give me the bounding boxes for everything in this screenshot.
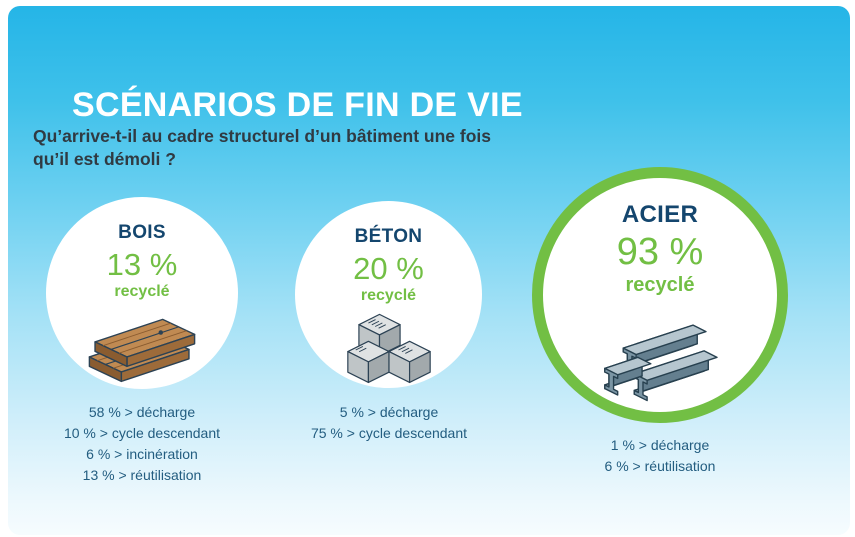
steel-beams-icon (604, 324, 718, 402)
material-recycled-label-bois: recyclé (114, 283, 170, 300)
stat-line: 10 % > cycle descendant (63, 425, 221, 441)
stat-line: 6 % > incinération (86, 446, 198, 462)
stat-line: 1 % > décharge (610, 437, 710, 453)
material-name-beton: BÉTON (354, 226, 423, 247)
material-recycled-label-acier: recyclé (625, 274, 695, 296)
material-percent-bois: 13 % (106, 247, 178, 282)
material-circle-acier: ACIER 93 % recyclé (532, 167, 788, 423)
stat-line: 58 % > décharge (88, 404, 196, 420)
material-circle-beton: BÉTON 20 % recyclé (295, 201, 482, 388)
material-recycled-label-beton: recyclé (360, 287, 417, 304)
stat-line: 13 % > réutilisation (82, 467, 202, 483)
material-name-acier: ACIER (621, 201, 699, 228)
material-circle-bois: BOIS 13 % recyclé (46, 197, 238, 389)
material-percent-beton: 20 % (353, 251, 424, 286)
stat-line: 75 % > cycle descendant (310, 425, 468, 441)
material-percent-acier: 93 % (616, 231, 704, 273)
page-title: SCÉNARIOS DE FIN DE VIE (72, 86, 523, 124)
stat-line: 6 % > réutilisation (604, 458, 716, 474)
stats-bois: 58 % > décharge 10 % > cycle descendant … (42, 402, 242, 486)
wood-planks-icon (88, 318, 196, 383)
stats-beton: 5 % > décharge 75 % > cycle descendant (289, 402, 489, 444)
concrete-blocks-icon (346, 313, 431, 384)
page-subtitle: Qu’arrive-t-il au cadre structurel d’un … (33, 126, 491, 169)
material-name-bois: BOIS (118, 222, 166, 243)
stats-acier: 1 % > décharge 6 % > réutilisation (560, 435, 760, 477)
stat-line: 5 % > décharge (339, 404, 439, 420)
